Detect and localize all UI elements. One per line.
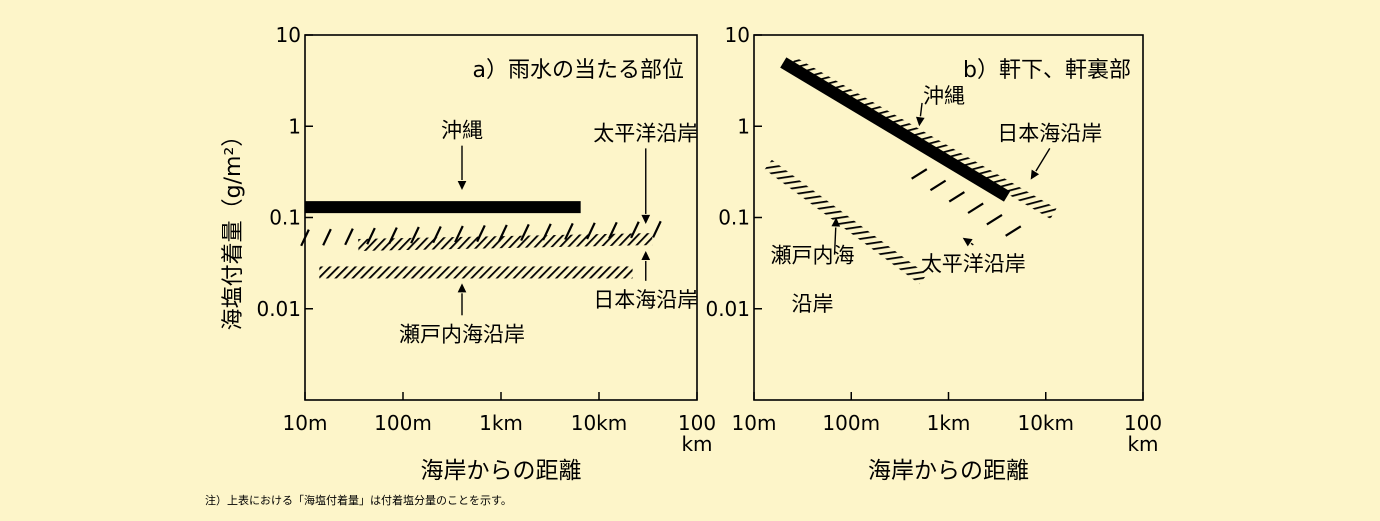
- x-tick-label: 100m: [822, 411, 880, 435]
- chart-panel-1: 10 1 0.1 0.01 10m 100m 1km 10km 100 km b）軒下、軒裏部海岸か…: [705, 23, 1162, 484]
- annotation-label: 瀬戸内海: [771, 244, 855, 268]
- panel-title: a）雨水の当たる部位: [473, 58, 684, 83]
- x-tick-label: 100 km: [678, 411, 716, 456]
- x-tick-label: 10m: [283, 411, 328, 435]
- x-tick-label: 10km: [1017, 411, 1074, 435]
- series-hatch-1: [789, 57, 1057, 219]
- dash-mark: [986, 213, 1003, 226]
- annotation-label: 沖縄: [441, 119, 483, 143]
- annotation-label: 太平洋沿岸: [593, 121, 698, 145]
- annotation-label: 太平洋沿岸: [921, 252, 1026, 276]
- annotation-arrowhead: [915, 116, 925, 127]
- y-tick-label: 1: [737, 114, 750, 138]
- dash-mark: [1005, 225, 1022, 237]
- series-hatch-2: [358, 233, 653, 251]
- x-tick-label: 10km: [571, 411, 628, 435]
- annotation-arrowhead: [831, 217, 841, 227]
- annotation-label: 日本海沿岸: [997, 121, 1102, 145]
- x-tick-label: 100 km: [1124, 411, 1162, 456]
- chart-panel-0: 10 1 0.1 0.01 10m 100m 1km 10km 100 km a）雨水の当たる部位海…: [221, 23, 716, 484]
- series-hatch-3: [764, 159, 927, 285]
- annotation-label: 瀬戸内海沿岸: [399, 322, 525, 346]
- annotation-arrowhead: [457, 283, 467, 293]
- figure-note: 注）上表における「海塩付着量」は付着塩分量のことを示す。: [205, 493, 512, 507]
- annotation-arrow: [919, 102, 923, 117]
- y-axis-label: 海塩付着量（g/m²）: [221, 125, 246, 331]
- annotation-arrowhead: [962, 237, 973, 247]
- annotation-arrowhead: [641, 214, 651, 224]
- annotation-arrow: [1035, 148, 1051, 172]
- series-hatch-3: [319, 266, 633, 279]
- series-dashed-2: [911, 168, 1022, 237]
- y-tick-label: 10: [276, 23, 301, 47]
- x-tick-label: 10m: [732, 411, 777, 435]
- x-tick-label: 100m: [374, 411, 432, 435]
- dash-mark: [652, 220, 662, 238]
- y-tick-label: 0.1: [269, 206, 301, 230]
- y-tick-label: 0.01: [705, 297, 750, 321]
- x-axis-label: 海岸からの距離: [868, 458, 1029, 484]
- annotation-label: 沿岸: [792, 292, 834, 316]
- dash-mark: [967, 202, 984, 214]
- y-tick-label: 0.01: [256, 297, 301, 321]
- dash-mark: [322, 228, 332, 246]
- dash-mark: [344, 228, 354, 246]
- annotation-label: 沖縄: [923, 84, 965, 108]
- dash-mark: [911, 168, 928, 180]
- x-axis-label: 海岸からの距離: [421, 458, 582, 484]
- y-tick-label: 10: [725, 23, 750, 47]
- y-tick-label: 0.1: [718, 206, 750, 230]
- annotation-label: 日本海沿岸: [593, 288, 698, 312]
- annotation-arrow: [833, 227, 837, 255]
- x-tick-label: 1km: [479, 411, 523, 435]
- y-tick-label: 1: [288, 114, 301, 138]
- dash-mark: [300, 229, 310, 247]
- dash-mark: [948, 191, 965, 203]
- annotation-arrowhead: [641, 250, 651, 260]
- annotation-arrowhead: [1030, 169, 1040, 180]
- annotation-arrow: [970, 242, 974, 246]
- x-tick-label: 1km: [927, 411, 971, 435]
- panel-title: b）軒下、軒裏部: [963, 58, 1131, 83]
- annotation-arrowhead: [457, 181, 467, 191]
- dash-mark: [929, 179, 947, 192]
